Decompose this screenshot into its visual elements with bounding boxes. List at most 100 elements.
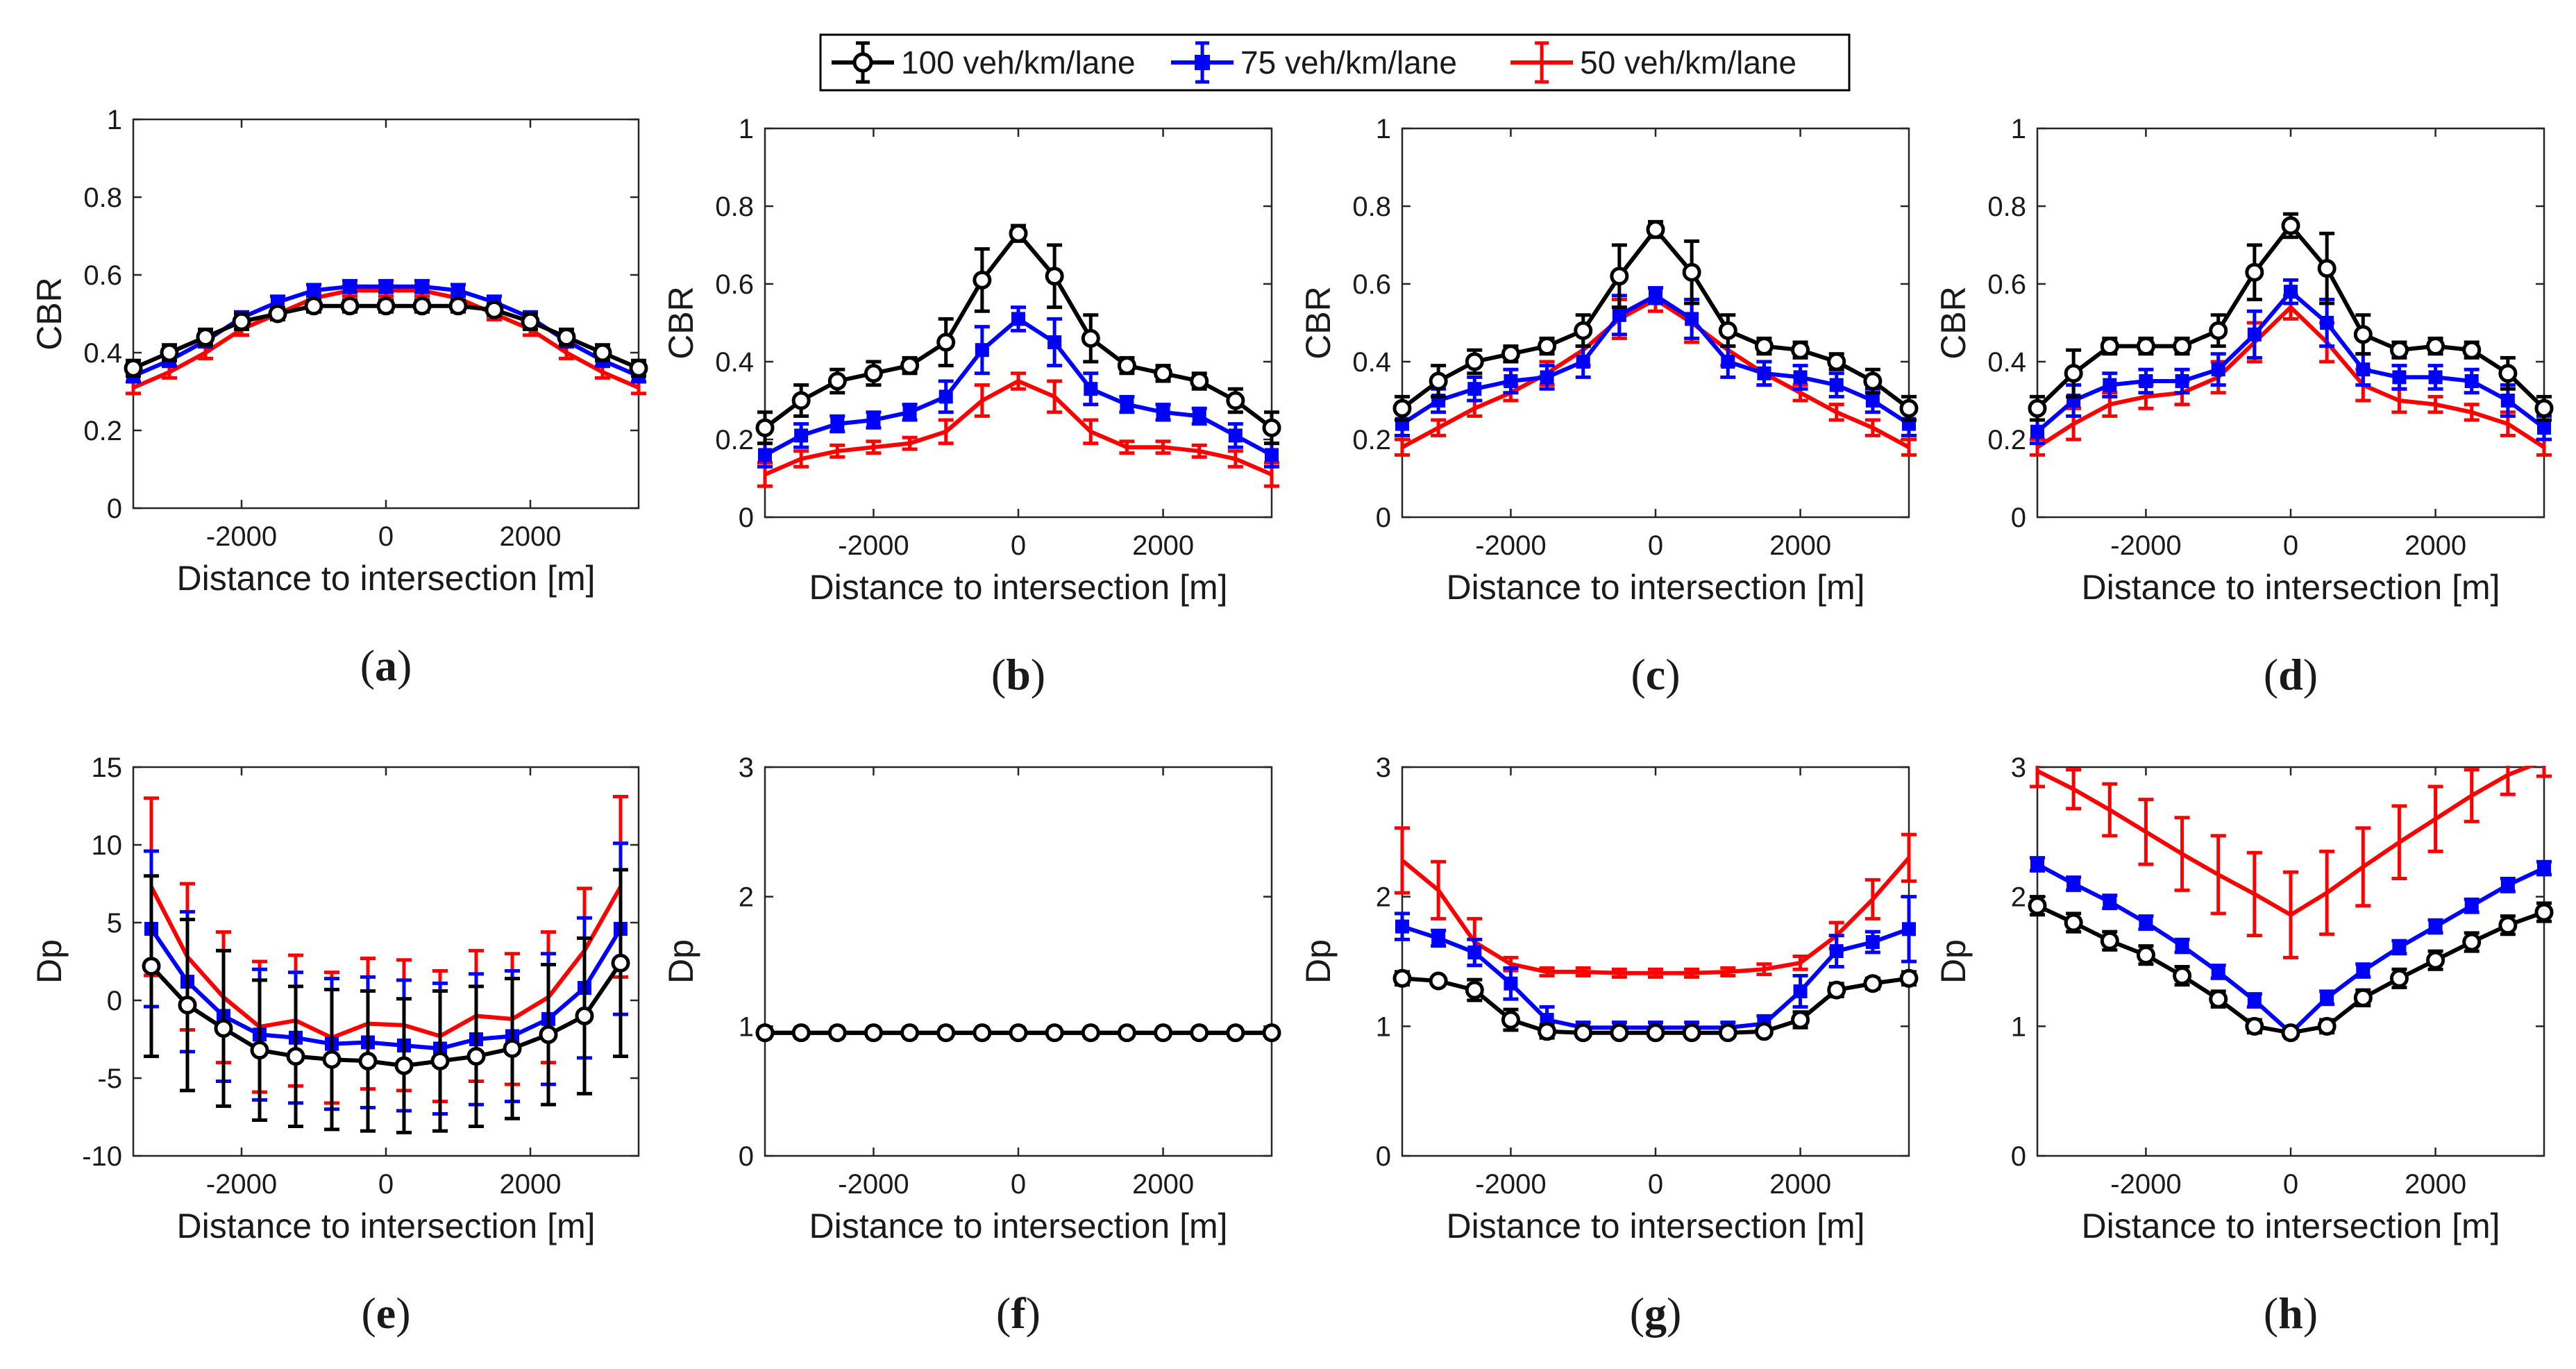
data-point xyxy=(214,1018,233,1038)
data-point xyxy=(1262,418,1281,437)
y-tick-label: 0.6 xyxy=(1352,269,1391,300)
y-axis-label: CBR xyxy=(662,286,700,360)
data-point xyxy=(1540,370,1554,385)
data-point xyxy=(2317,259,2337,278)
data-point xyxy=(1793,984,1808,998)
data-point xyxy=(1429,371,1448,391)
data-point xyxy=(1117,1023,1136,1043)
data-point xyxy=(1646,220,1665,240)
plot-area xyxy=(2036,127,2545,519)
x-axis-label: Distance to intersection [m] xyxy=(2081,568,2500,607)
data-point xyxy=(1465,352,1484,371)
data-point xyxy=(1045,1023,1064,1043)
y-tick-label: 0.4 xyxy=(1987,347,2026,378)
data-point xyxy=(2284,285,2298,299)
data-point xyxy=(1649,288,1662,303)
y-tick-label: 0 xyxy=(107,494,122,524)
y-axis-label: Dp xyxy=(1299,939,1338,984)
data-point xyxy=(2500,877,2515,892)
data-point xyxy=(2211,362,2225,377)
data-point xyxy=(1392,398,1412,418)
data-point xyxy=(1154,364,1173,383)
series xyxy=(755,224,1281,446)
data-point xyxy=(1574,1023,1593,1043)
data-point xyxy=(2428,370,2443,385)
data-point xyxy=(2173,966,2192,986)
y-tick-label: 0.2 xyxy=(715,425,754,455)
data-point xyxy=(196,328,215,347)
data-point xyxy=(1574,321,1593,340)
chart-panel-a: 0 0.2 0.4 0.6 0.8 1 -2000 0 2000 Distance to inte… xyxy=(30,105,648,690)
series-line xyxy=(149,886,623,1040)
data-point xyxy=(1827,352,1846,371)
data-point xyxy=(1685,312,1699,326)
data-point xyxy=(1501,344,1520,364)
data-point xyxy=(539,1025,558,1044)
data-point xyxy=(466,1047,486,1066)
data-point xyxy=(2103,378,2117,392)
data-point xyxy=(1262,1023,1281,1043)
data-point xyxy=(755,418,775,437)
data-point xyxy=(1865,935,1880,949)
data-point xyxy=(2247,327,2262,342)
panel-caption: (h) xyxy=(2264,1288,2318,1338)
data-point xyxy=(2281,1023,2300,1043)
data-point xyxy=(2462,340,2482,360)
plot-area xyxy=(1401,127,1910,519)
panel-caption: (d) xyxy=(2264,650,2318,699)
x-tick-label: -2000 xyxy=(206,521,277,552)
data-point xyxy=(124,358,143,378)
panel-caption: (c) xyxy=(1631,650,1680,699)
data-point xyxy=(1899,398,1919,418)
x-axis-label: Distance to intersection [m] xyxy=(1446,568,1864,607)
data-point xyxy=(379,279,393,294)
data-point xyxy=(827,1023,847,1043)
series xyxy=(2028,212,2554,422)
data-point xyxy=(485,300,504,319)
data-point xyxy=(1467,945,1482,959)
data-point xyxy=(2500,394,2515,408)
chart-panel-g: 0 1 2 3 -2000 0 2000 Distance to intersection [… xyxy=(1299,753,1919,1338)
data-point xyxy=(1117,356,1136,376)
data-point xyxy=(2030,857,2044,871)
data-point xyxy=(2100,337,2119,356)
data-point xyxy=(1009,1023,1028,1043)
data-point xyxy=(1395,919,1409,934)
data-point xyxy=(2537,421,2551,435)
data-point xyxy=(1576,355,1590,369)
data-point xyxy=(1791,340,1810,360)
data-point xyxy=(827,371,847,391)
data-point xyxy=(791,1023,811,1043)
data-point xyxy=(268,304,287,324)
data-point xyxy=(1465,980,1484,1000)
data-point xyxy=(2247,993,2262,1007)
data-point xyxy=(1431,931,1446,946)
series xyxy=(1392,219,1919,422)
data-point xyxy=(1504,374,1518,388)
data-point xyxy=(936,1023,956,1043)
data-point xyxy=(1226,391,1245,410)
data-point xyxy=(451,283,465,298)
data-point xyxy=(1863,974,1883,993)
data-point xyxy=(1120,397,1134,412)
y-axis-label: Dp xyxy=(30,939,69,984)
y-tick-label: 0.2 xyxy=(1352,425,1391,455)
data-point xyxy=(2175,939,2189,953)
data-point xyxy=(2353,988,2373,1007)
y-tick-label: 5 xyxy=(107,908,122,939)
series xyxy=(1392,968,1919,1043)
data-point xyxy=(2426,950,2445,970)
data-point xyxy=(758,448,772,462)
x-tick-label: 0 xyxy=(1648,1169,1663,1200)
plot-area xyxy=(2036,766,2545,1157)
data-point xyxy=(2537,861,2551,875)
data-point xyxy=(1156,405,1170,419)
panel-caption: (e) xyxy=(361,1288,410,1338)
data-point xyxy=(2498,364,2518,383)
y-tick-label: 2 xyxy=(739,882,754,913)
data-point xyxy=(1682,262,1701,282)
data-point xyxy=(1392,968,1412,988)
data-point xyxy=(1646,1023,1665,1043)
data-point xyxy=(2028,398,2047,418)
y-tick-label: 0.4 xyxy=(715,347,754,378)
